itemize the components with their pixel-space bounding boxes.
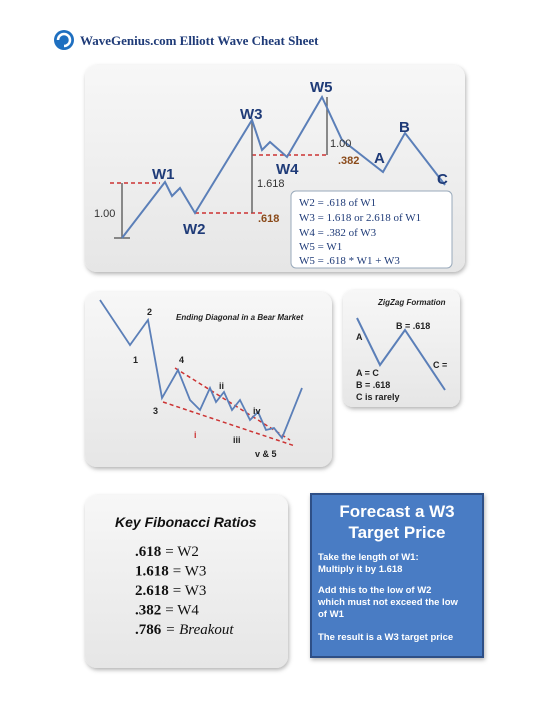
ratio-item: .382 = W4 [135,603,199,619]
fibonacci-list: .618 = W21.618 = W32.618 = W3.382 = W4.786 = … [135,544,234,638]
ratio-meaning: = W4 [165,603,199,619]
measure: .618 [258,213,279,225]
wave-label: 2 [147,307,152,317]
wave-label: 1 [133,355,138,365]
rule: W2 = .618 of W1 [299,197,376,209]
zigzag-panel [343,290,460,407]
wave-label: C = [433,360,447,370]
wave-label: A [374,150,385,167]
wave-label: iv [253,406,261,416]
zigzag-line [356,317,446,391]
rules-box [290,190,453,269]
wave-label: B [399,119,410,136]
forecast-panel [310,493,484,658]
wave-label: v & 5 [255,449,277,459]
ratio-meaning: = W3 [173,583,207,599]
ratio-meaning: = W2 [165,544,199,560]
diagonal-panel [85,292,332,467]
wave-label: W3 [240,106,263,123]
note: C is rarely [356,392,400,402]
wave-label: W4 [276,161,299,178]
forecast-line: Add this to the low of W2 [318,585,431,596]
forecast-title: Forecast a W3 [339,502,454,521]
note: B = .618 [356,380,390,390]
forecast-line: The result is a W3 target price [318,632,453,643]
wave-label: ii [219,381,224,391]
ratio: .786 [135,622,162,638]
wave-label: i [194,430,197,440]
wave-label: W5 [310,79,333,96]
panel-title: Ending Diagonal in a Bear Market [176,313,303,322]
fibonacci-panel [85,495,288,668]
rule: W5 = W1 [299,241,342,253]
measure: 1.00 [94,208,115,220]
rule: W3 = 1.618 or 2.618 of W1 [299,212,421,224]
forecast-line: Take the length of W1: [318,552,419,563]
forecast-line: Multiply it by 1.618 [318,564,402,575]
measure: 1.00 [330,138,351,150]
measure: 1.618 [257,178,285,190]
wave-label: 4 [179,355,184,365]
diagonal-line [99,299,303,440]
panel-title: Key Fibonacci Ratios [115,514,257,530]
wave-label: W2 [183,221,206,238]
ratio-item: .618 = W2 [135,544,199,560]
ratio: 1.618 [135,564,169,580]
panel-title: ZigZag Formation [377,298,446,307]
ratio-meaning: = W3 [173,564,207,580]
wave-label: W1 [152,166,175,183]
forecast-title: Target Price [348,523,445,542]
logo-swirl [56,32,72,48]
ratio: 2.618 [135,583,169,599]
wave-label: A [356,332,363,342]
rule: W5 = .618 * W1 + W3 [299,255,400,267]
ratio-item: 2.618 = W3 [135,583,206,599]
wave-line [121,94,446,239]
note: A = C [356,368,379,378]
wave-label: 3 [153,406,158,416]
ratio: .382 [135,603,161,619]
wave-label: B = .618 [396,321,430,331]
ratio: .618 [135,544,161,560]
forecast-line: which must not exceed the low [317,597,458,608]
wave-label: C [437,171,448,188]
page-title: WaveGenius.com Elliott Wave Cheat Sheet [80,33,319,48]
rule: W4 = .382 of W3 [299,227,377,239]
wave-label: iii [233,435,241,445]
ratio-item: 1.618 = W3 [135,564,206,580]
measure: .382 [338,155,359,167]
ratio-item: .786 = Breakout [135,622,234,638]
forecast-line: of W1 [318,609,345,620]
ratio-meaning: = Breakout [165,622,234,638]
